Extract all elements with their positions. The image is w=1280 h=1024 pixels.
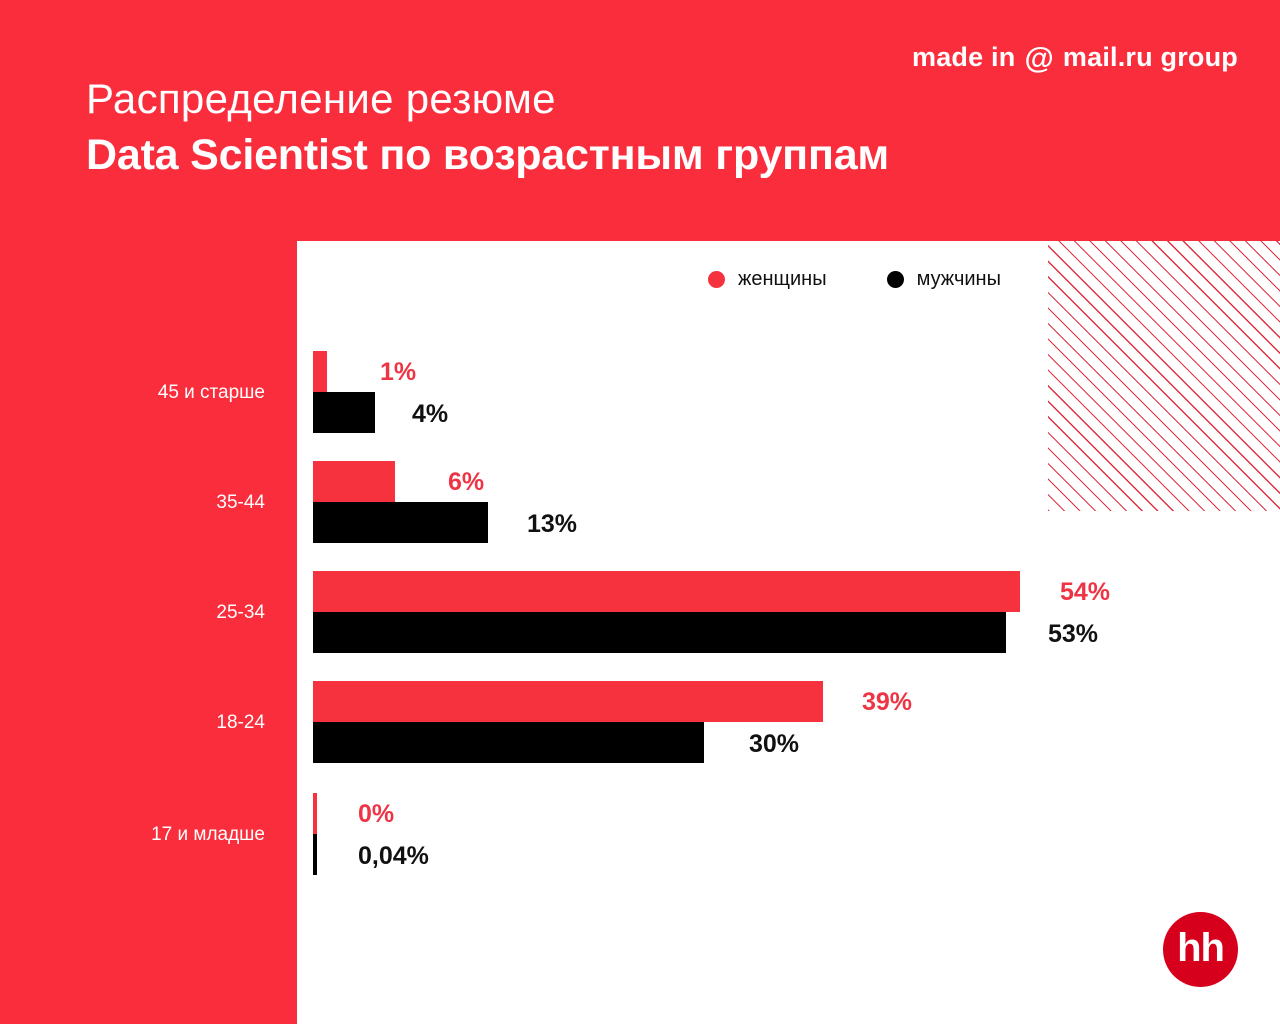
category-label: 18-24 <box>216 712 265 733</box>
category-label: 17 и младше <box>151 824 265 845</box>
bar-value-women: 1% <box>380 358 417 386</box>
page-title-line1: Распределение резюме <box>86 75 556 122</box>
hh-logo-text: hh <box>1177 925 1225 970</box>
bar-women <box>313 681 823 722</box>
left-red-panel <box>0 241 297 1024</box>
bar-men <box>313 612 1006 653</box>
legend-item-men: мужчины <box>886 268 1001 291</box>
bar-value-men: 13% <box>527 510 578 538</box>
bar-value-men: 30% <box>749 730 800 758</box>
bar-group: 18-24 39% 30% <box>0 681 1280 763</box>
bar-women <box>313 793 317 834</box>
category-label: 35-44 <box>216 492 265 513</box>
legend-label-women: женщины <box>738 268 827 290</box>
dot-icon <box>708 271 725 288</box>
bar-women <box>313 571 1020 612</box>
bar-group: 45 и старше 1% 4% <box>0 351 1280 433</box>
at-icon: @ <box>1024 41 1054 75</box>
bar-value-women: 6% <box>448 468 485 496</box>
bar-value-men: 53% <box>1048 620 1099 648</box>
bar-group: 35-44 6% 13% <box>0 461 1280 543</box>
category-label: 45 и старше <box>157 382 265 403</box>
legend-item-women: женщины <box>708 268 827 291</box>
made-in-prefix-label: made in <box>912 42 1016 72</box>
bar-group: 17 и младше 0% 0,04% <box>0 793 1280 875</box>
bar-men <box>313 722 704 763</box>
header-banner <box>0 0 1280 241</box>
category-label: 25-34 <box>216 602 265 623</box>
bar-value-women: 54% <box>1060 578 1111 606</box>
bar-men <box>313 834 317 875</box>
hh-logo: hh <box>1163 912 1238 987</box>
bar-value-women: 0% <box>358 800 395 828</box>
bar-men <box>313 392 375 433</box>
bar-men <box>313 502 488 543</box>
made-in-mailru-logo: made in @ mail.ru group <box>912 42 1238 73</box>
bar-women <box>313 351 327 392</box>
page-title-line2: Data Scientist по возрастным группам <box>86 131 890 179</box>
dot-icon <box>886 271 904 288</box>
bar-value-women: 39% <box>862 688 913 716</box>
bar-women <box>313 461 395 502</box>
chart-legend: женщины мужчины <box>708 268 1001 291</box>
bar-value-men: 4% <box>412 400 449 428</box>
legend-label-men: мужчины <box>916 268 1001 290</box>
age-distribution-bar-chart: 45 и старше 1% 4% 35-44 6% 13% 25-34 54% 53% 18-2… <box>0 241 1280 1024</box>
diagonal-hatch-decoration <box>1048 241 1280 511</box>
made-in-brand-label: mail.ru group <box>1062 42 1238 72</box>
bar-value-men: 0,04% <box>358 842 429 870</box>
bar-group: 25-34 54% 53% <box>0 571 1280 653</box>
